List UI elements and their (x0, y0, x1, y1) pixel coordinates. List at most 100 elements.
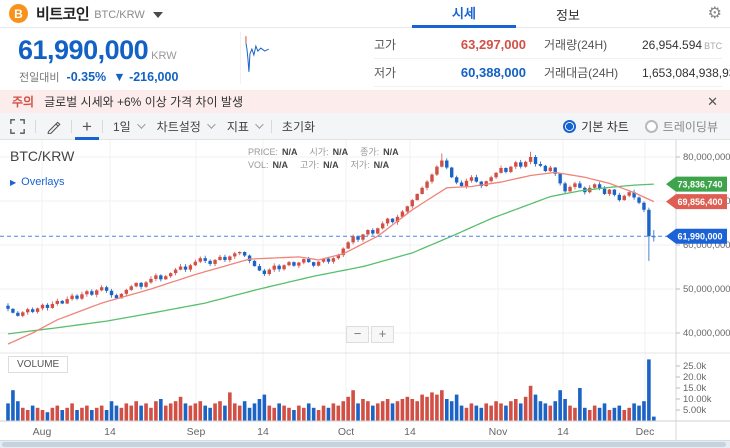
zoom-controls: − + (346, 326, 394, 343)
candle-body (558, 173, 562, 184)
volume-bar (627, 407, 631, 421)
volume-bar (390, 403, 395, 421)
candle-body (459, 182, 464, 187)
candle-body (321, 258, 326, 262)
candle-body (238, 252, 242, 254)
ohlc-label: 종가: (360, 147, 380, 157)
volume-bar (573, 407, 577, 421)
table-row: 고가 63,297,000 거래량(24H) 26,954.594 BTC (374, 31, 722, 59)
volume-bar (346, 396, 350, 421)
volume-bar (587, 410, 592, 421)
candle-body (302, 259, 306, 263)
coin-name: 비트코인 (36, 6, 90, 23)
volume-bar (11, 390, 15, 421)
divider (35, 119, 36, 133)
candle-body (35, 308, 40, 312)
interval-dropdown[interactable]: 1일 (106, 113, 150, 140)
indicators-dropdown[interactable]: 지표 (220, 113, 268, 140)
radio-tradingview[interactable]: 트레이딩뷰 (644, 118, 718, 135)
volume-bar (45, 412, 50, 421)
volume-bar (50, 407, 55, 421)
candle-body (55, 300, 59, 304)
fullscreen-icon (10, 118, 25, 134)
volume-bar (85, 405, 89, 421)
tab-info[interactable]: 정보 (556, 7, 580, 23)
volume-bar (129, 405, 134, 421)
draw-button[interactable] (39, 113, 68, 140)
volume-bar (410, 399, 415, 421)
volume24-unit: BTC (704, 40, 723, 51)
volume-bar (366, 401, 370, 421)
volume-bar (124, 403, 129, 421)
volume-bar (168, 403, 173, 421)
price-tag-label: 73,836,740 (677, 179, 722, 189)
bitcoin-icon: B (9, 4, 28, 23)
candlestick-chart[interactable]: 80,000,00070,000,00060,000,00050,000,000… (0, 140, 730, 448)
plus-icon: + (82, 116, 92, 136)
candle-body (341, 248, 345, 256)
candle-body (282, 265, 286, 270)
candle-body (366, 230, 370, 235)
volume-bar (361, 399, 365, 421)
volume-bar (652, 416, 656, 421)
candle-body (149, 278, 153, 283)
candle-body (262, 270, 267, 275)
change-percent: -0.35% (66, 70, 107, 84)
candle-body (154, 275, 158, 279)
volume-bar (208, 407, 212, 421)
volume-bar (420, 394, 424, 421)
y-axis-label: 50,000,000 (683, 284, 730, 295)
candle-body (548, 167, 552, 172)
ma-long-line (7, 183, 654, 335)
radio-basic-chart[interactable]: 기본 차트 (563, 118, 629, 135)
zoom-out-button[interactable]: − (346, 326, 369, 343)
volume-bar (454, 394, 459, 421)
chart-toolbar: + 1일 차트설정 지표 초기화 기본 차트 트레이딩뷰 (0, 113, 730, 140)
tab-market-price[interactable]: 시세 (412, 0, 516, 28)
chevron-down-icon (206, 120, 216, 129)
candle-body (380, 223, 385, 229)
low-label: 저가 (374, 66, 397, 80)
candle-body (523, 161, 528, 167)
candle-body (627, 192, 631, 196)
candle-body (193, 261, 198, 266)
candle-body (592, 184, 597, 188)
candle-body (528, 157, 533, 162)
volume-bar (247, 407, 252, 421)
x-axis-label: 14 (257, 426, 269, 438)
fullscreen-button[interactable] (3, 113, 32, 140)
volume-bar (504, 405, 508, 421)
x-axis-label: Dec (636, 426, 655, 438)
candle-body (218, 256, 222, 260)
coin-dropdown-icon[interactable] (152, 11, 163, 18)
candle-body (637, 197, 641, 203)
candle-body (336, 255, 341, 259)
candle-body (479, 181, 483, 187)
add-indicator-button[interactable]: + (75, 113, 99, 140)
chart-settings-dropdown[interactable]: 차트설정 (150, 113, 220, 140)
volume-bar (203, 405, 207, 421)
volume-bar (375, 403, 380, 421)
volume-pane-button[interactable]: VOLUME (8, 356, 69, 373)
ohlc-value: N/A (383, 147, 399, 157)
chart-scrollbar[interactable] (0, 440, 730, 448)
volume-bar (430, 392, 434, 421)
candle-body (430, 174, 434, 182)
candle-body (267, 269, 271, 275)
candle-body (331, 258, 336, 262)
chart-area[interactable]: 80,000,00070,000,00060,000,00050,000,000… (0, 140, 730, 448)
chart-settings-label: 차트설정 (156, 119, 201, 134)
volume-bar (277, 403, 281, 421)
candle-body (494, 172, 498, 178)
indicators-label: 지표 (226, 119, 249, 134)
overlays-toggle[interactable]: ▶ Overlays (10, 176, 65, 188)
gear-icon[interactable]: ⚙ (707, 5, 722, 22)
volume-bar (558, 390, 562, 421)
reset-button[interactable]: 초기화 (275, 113, 322, 140)
scrollbar-thumb[interactable] (2, 442, 726, 447)
candle-body (277, 265, 281, 270)
candle-body (474, 177, 479, 182)
zoom-in-button[interactable]: + (371, 326, 394, 343)
close-icon[interactable]: ✕ (707, 93, 718, 109)
candle-body (400, 211, 405, 217)
